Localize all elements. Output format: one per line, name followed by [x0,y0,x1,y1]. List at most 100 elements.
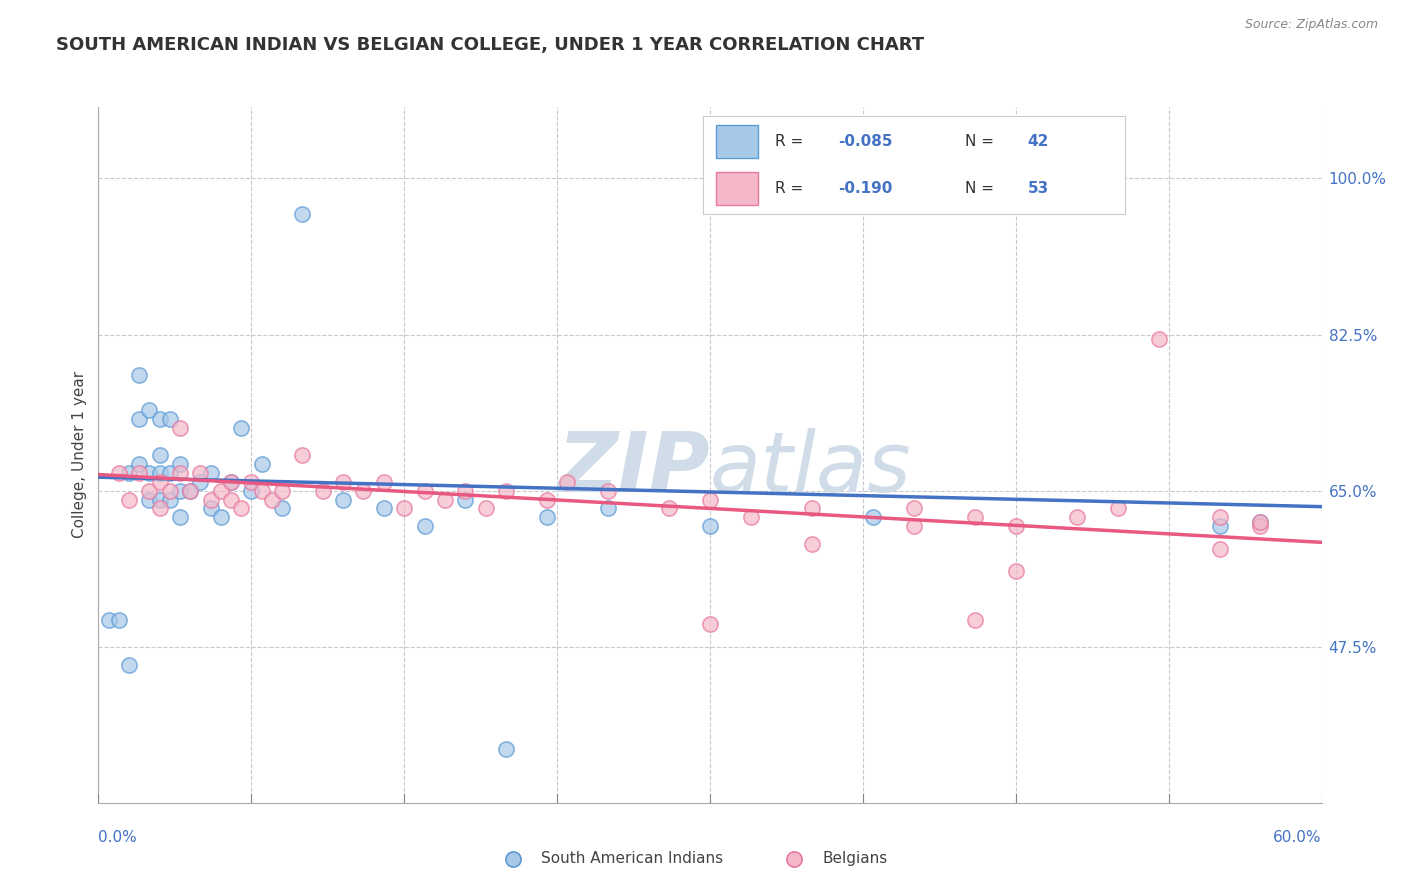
Text: 42: 42 [1028,134,1049,149]
FancyBboxPatch shape [716,125,758,158]
Point [495,483,517,498]
Text: ZIP: ZIP [557,428,710,509]
Point [179,483,201,498]
Point [903,519,925,533]
Point [138,483,160,498]
Point [373,501,395,516]
Point [598,483,620,498]
Point [413,519,436,533]
Point [1249,519,1271,533]
Point [1249,515,1271,529]
Point [454,483,477,498]
Point [413,483,436,498]
Y-axis label: College, Under 1 year: College, Under 1 year [72,371,87,539]
Point [240,475,263,489]
Text: Source: ZipAtlas.com: Source: ZipAtlas.com [1244,18,1378,31]
Point [598,501,620,516]
Point [332,492,354,507]
Point [159,466,181,480]
Point [1209,541,1232,556]
Point [270,501,294,516]
Point [169,421,191,435]
Point [474,501,498,516]
Point [699,519,721,533]
Point [291,207,314,221]
FancyBboxPatch shape [716,172,758,205]
Text: South American Indians: South American Indians [541,851,724,866]
Point [434,492,457,507]
Point [118,466,141,480]
Point [118,657,141,672]
Point [159,492,181,507]
Point [312,483,335,498]
Point [536,492,558,507]
Point [250,483,273,498]
Point [260,492,283,507]
Point [97,613,120,627]
Point [128,466,150,480]
Point [138,466,160,480]
Point [965,613,987,627]
Point [149,475,172,489]
Point [557,475,579,489]
Point [209,483,232,498]
Point [740,510,762,524]
Point [801,537,824,551]
Point [1004,564,1026,578]
Point [169,466,191,480]
Point [179,483,201,498]
Point [169,510,191,524]
Point [149,492,172,507]
Point [138,492,160,507]
Point [270,483,294,498]
Point [862,510,884,524]
Point [200,466,222,480]
Text: R =: R = [775,181,808,196]
Point [219,475,242,489]
Point [250,457,273,471]
Point [801,501,824,516]
Text: 0.0%: 0.0% [98,830,138,845]
Text: -0.085: -0.085 [838,134,893,149]
Point [200,501,222,516]
Point [209,510,232,524]
Point [231,421,253,435]
Point [159,483,181,498]
Point [1209,510,1232,524]
Point [128,412,150,426]
Point [332,475,354,489]
Point [149,466,172,480]
Point [240,483,263,498]
Text: 60.0%: 60.0% [1274,830,1322,845]
Text: 53: 53 [1028,181,1049,196]
Point [231,501,253,516]
Text: atlas: atlas [710,428,911,509]
Point [108,613,131,627]
Point [454,492,477,507]
Point [699,617,721,632]
Point [1004,519,1026,533]
Point [502,851,524,865]
Point [1107,501,1129,516]
Point [219,475,242,489]
Point [149,412,172,426]
Text: N =: N = [965,181,998,196]
Text: -0.190: -0.190 [838,181,893,196]
Point [783,851,806,865]
Point [118,492,141,507]
Point [169,483,191,498]
Point [108,466,131,480]
Point [188,475,212,489]
Point [159,412,181,426]
Point [128,457,150,471]
Point [536,510,558,524]
Text: R =: R = [775,134,808,149]
Point [149,448,172,462]
Point [1066,510,1088,524]
Point [291,448,314,462]
Point [169,457,191,471]
Point [128,368,150,382]
Point [200,492,222,507]
Point [658,501,681,516]
Text: N =: N = [965,134,998,149]
